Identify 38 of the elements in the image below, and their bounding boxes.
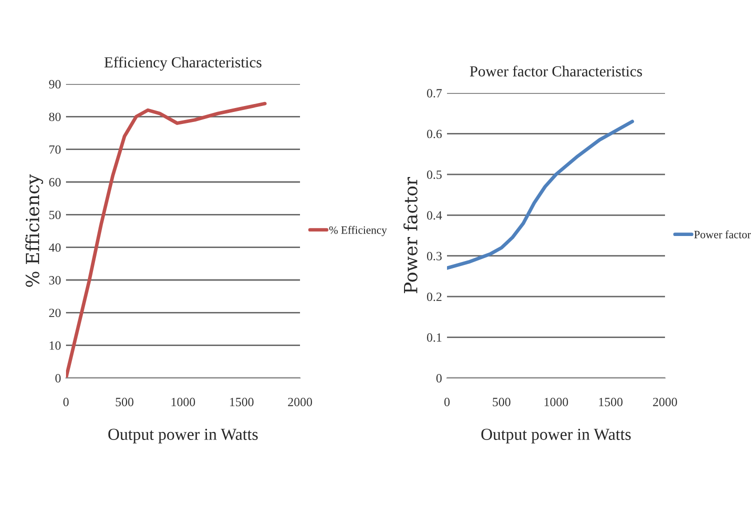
- y-tick-label: 0.7: [426, 89, 442, 98]
- line-series: [66, 102, 267, 378]
- y-tick-label: 0.6: [426, 130, 442, 138]
- x-axis-title: Output power in Watts: [481, 428, 631, 444]
- x-tick-label: 1500: [599, 398, 623, 406]
- line-series: [447, 120, 634, 270]
- y-tick-label: 0.5: [426, 170, 442, 179]
- x-tick-label: 2000: [653, 398, 678, 406]
- y-tick-label: 0.3: [426, 252, 442, 260]
- legend-label: Power factor: [694, 230, 751, 238]
- x-tick-label: 0: [444, 398, 450, 406]
- x-tick-label: 2000: [288, 398, 312, 406]
- y-tick-label: 90: [49, 80, 61, 88]
- y-tick-label: 0.4: [426, 211, 442, 220]
- y-tick-label: 10: [50, 341, 61, 350]
- y-tick-label: 0.1: [426, 333, 442, 342]
- chart-title: Power factor Characteristics: [470, 66, 642, 76]
- y-axis-title: % Efficiency: [25, 174, 44, 287]
- y-tick-label: 30: [49, 276, 61, 284]
- y-tick-label: 40: [48, 243, 61, 252]
- x-tick-label: 1500: [230, 398, 254, 406]
- y-tick-label: 0: [55, 374, 61, 382]
- y-tick-label: 50: [49, 210, 61, 220]
- chart-title: Efficiency Characteristics: [104, 56, 262, 71]
- y-tick-label: 60: [49, 178, 61, 186]
- x-axis-title: Output power in Watts: [108, 428, 258, 444]
- y-tick-label: 0.2: [426, 292, 442, 302]
- x-tick-label: 500: [116, 398, 134, 406]
- y-axis-title: Power factor: [403, 176, 418, 294]
- x-tick-label: 0: [63, 398, 69, 406]
- y-tick-label: 80: [49, 112, 61, 122]
- legend-label: % Efficiency: [329, 226, 387, 236]
- x-tick-label: 1000: [544, 398, 568, 406]
- x-tick-label: 1000: [172, 398, 196, 406]
- y-tick-label: 0: [436, 374, 442, 382]
- x-tick-label: 500: [492, 398, 510, 406]
- y-tick-label: 20: [49, 308, 61, 318]
- y-tick-label: 70: [49, 145, 61, 154]
